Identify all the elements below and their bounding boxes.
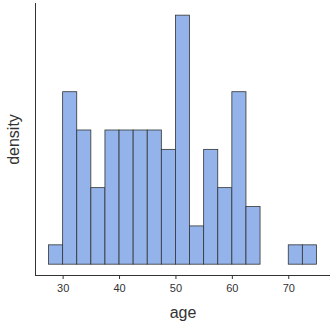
svg-text:density: density [5,114,22,165]
svg-text:60: 60 [226,282,238,294]
svg-text:30: 30 [57,282,69,294]
svg-text:50: 50 [170,282,182,294]
svg-text:70: 70 [283,282,295,294]
svg-text:40: 40 [113,282,125,294]
svg-text:age: age [170,304,197,321]
